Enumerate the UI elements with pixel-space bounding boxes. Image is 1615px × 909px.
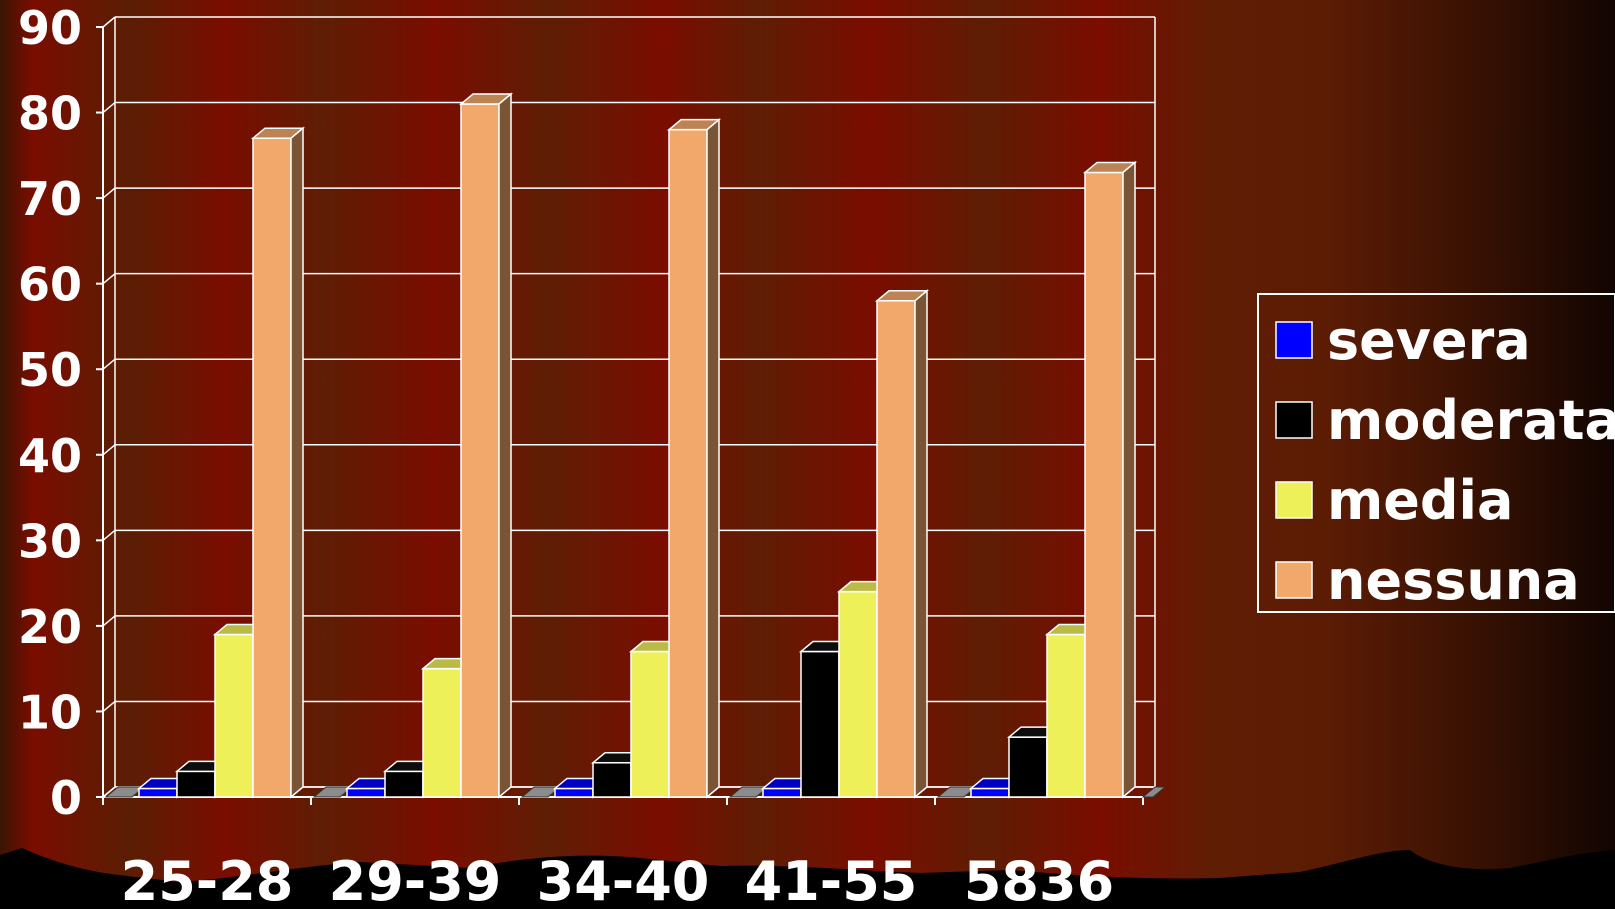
bar-nessuna-5836 [1082,160,1138,799]
bar-front [1008,736,1048,798]
y-tick-label: 0 [50,771,82,825]
bar-front [876,300,916,798]
bar-front [554,787,594,798]
y-tick-label: 70 [18,172,82,226]
bar-front [214,633,254,798]
y-tick-label: 30 [18,514,82,568]
x-tick-label: 34-40 [537,850,710,909]
y-tick-labels: 0 10 20 30 40 50 60 70 80 90 [18,1,82,825]
grid-slant [102,273,116,285]
grid-slant [102,529,116,541]
y-tick-label: 90 [18,1,82,55]
bar-nessuna-29-39 [458,92,514,799]
bar-side [498,92,512,799]
grid-slant [102,615,116,627]
x-tick-label: 25-28 [121,850,294,909]
bar-front [762,787,802,798]
grid-slant [102,16,116,28]
bar-front [460,103,500,798]
y-tick-label: 60 [18,258,82,312]
legend-label-severa: severa [1327,309,1531,372]
bar-front [384,770,424,798]
grid-slant [102,101,116,114]
y-tick-label: 40 [18,429,82,483]
bar-nessuna-25-28 [250,126,306,799]
terrain-silhouette [0,848,1615,909]
y-tick-label: 10 [18,685,82,739]
grid-slant [102,786,116,798]
bar-front [668,128,708,798]
bar-front [1084,171,1124,798]
legend-label-moderata: moderata [1327,389,1615,452]
x-tick-labels: 25-28 29-39 34-40 41-55 5836 [121,850,1115,909]
bar-front [838,590,878,798]
legend-box [1257,293,1615,613]
bar-front [252,137,292,798]
x-tick-label: 41-55 [745,850,918,909]
legend-swatch-severa [1275,321,1313,359]
bar-front [1046,633,1086,798]
legend: severa moderata media nessuna [1257,293,1615,613]
legend-label-nessuna: nessuna [1327,549,1580,612]
grid-slant [102,700,116,713]
legend-label-media: media [1327,469,1514,532]
grid-slant [102,444,116,456]
legend-swatch-nessuna [1275,561,1313,599]
bottom-silhouette [0,848,1615,909]
x-tick-label: 5836 [964,850,1114,909]
bar-front [800,650,840,798]
y-tick-label: 80 [18,87,82,141]
bar-side [914,289,928,799]
grid-slant [102,358,116,370]
bar-front [630,650,670,798]
bar-side [1122,160,1136,799]
bar-front [346,787,386,798]
x-tick-label: 29-39 [329,850,502,909]
bars [104,92,1167,799]
bar-side [706,118,720,799]
bar-front [176,770,216,798]
bar-side [290,126,304,799]
grid-slant [102,187,116,199]
bar-nessuna-34-40 [666,118,722,799]
legend-swatch-media [1275,481,1313,519]
y-tick-label: 20 [18,600,82,654]
bar-front [138,787,178,798]
bar-front [970,787,1010,798]
bar-front [592,762,632,798]
bar-nessuna-41-55 [874,289,930,799]
floor-slab [1141,786,1167,798]
legend-swatch-moderata [1275,401,1313,439]
y-tick-label: 50 [18,343,82,397]
bar-front [422,667,462,798]
